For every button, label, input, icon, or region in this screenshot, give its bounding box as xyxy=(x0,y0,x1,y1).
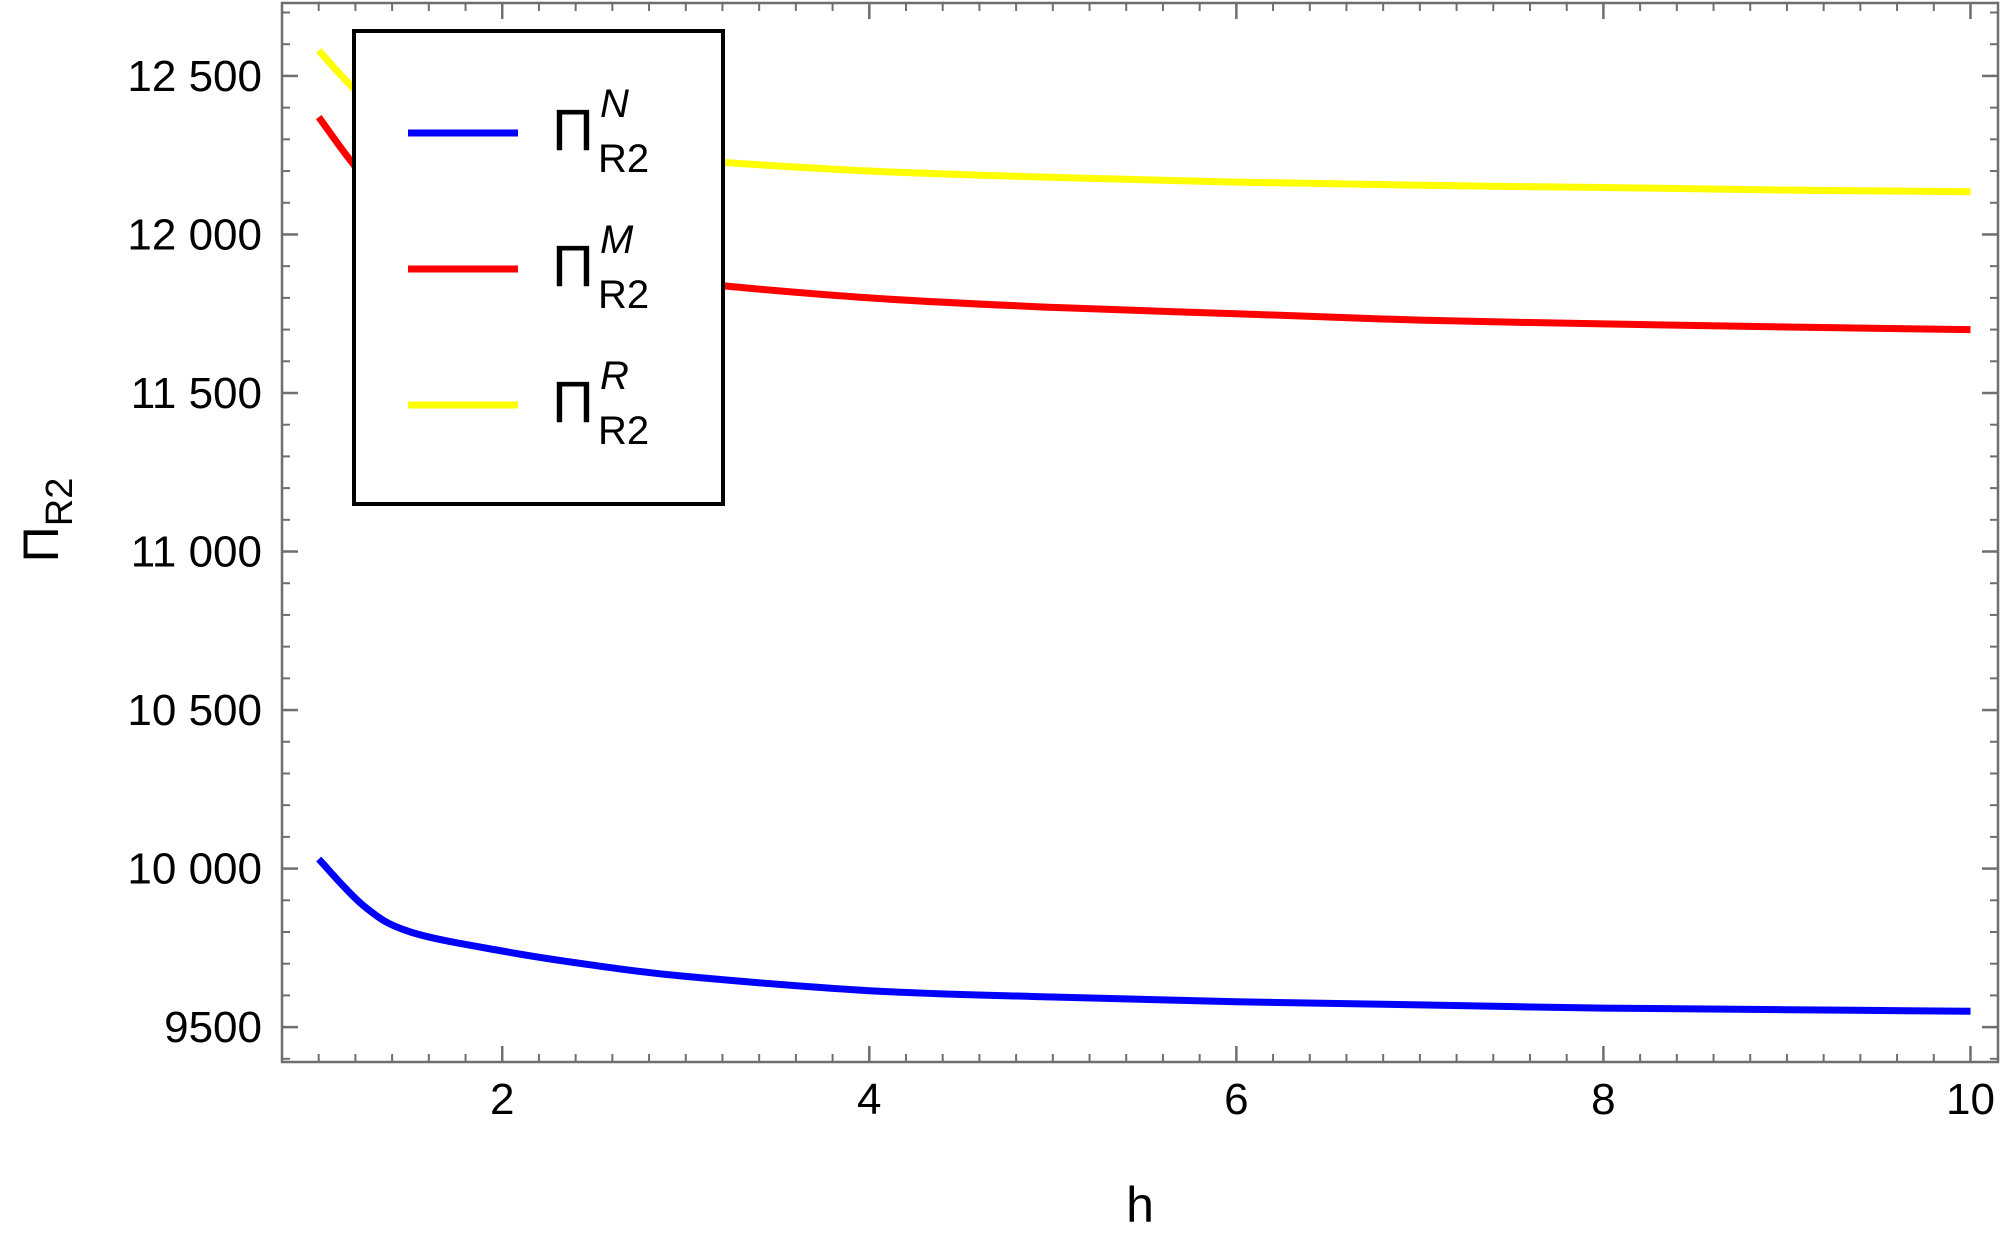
y-tick-label: 9500 xyxy=(164,1003,262,1052)
legend-label-m: Π M R2 xyxy=(552,218,649,317)
y-axis-title: ΠR2 xyxy=(13,478,81,563)
x-tick-label: 8 xyxy=(1591,1075,1615,1124)
legend-label-r: Π R R2 xyxy=(552,354,649,453)
x-tick-label: 6 xyxy=(1224,1075,1248,1124)
plot-frame xyxy=(280,1,2000,1064)
legend-item-r: Π R R2 xyxy=(408,354,649,453)
x-tick-label: 10 xyxy=(1946,1075,1995,1124)
x-tick-label: 2 xyxy=(490,1075,514,1124)
legend-item-n: Π N R2 xyxy=(408,82,649,181)
y-tick-label: 12 000 xyxy=(127,210,262,259)
x-axis-title: h xyxy=(1126,1177,1154,1233)
legend-label-n: Π N R2 xyxy=(552,82,649,181)
x-tick-label: 4 xyxy=(857,1075,881,1124)
series-line-n xyxy=(316,856,1971,1015)
y-tick-label: 11 000 xyxy=(131,528,262,577)
y-tick-label: 12 500 xyxy=(127,52,262,101)
axes: 2 4 6 8 10 9500 10 000 10 500 11 000 11 500 12 000… xyxy=(127,1,2000,1124)
y-tick-label: 11 500 xyxy=(131,369,262,418)
y-tick-label: 10 500 xyxy=(127,686,262,735)
legend-item-m: Π M R2 xyxy=(408,218,649,317)
y-tick-label: 10 000 xyxy=(127,845,262,894)
legend: Π N R2 Π M R2 Π R R2 xyxy=(352,29,725,506)
